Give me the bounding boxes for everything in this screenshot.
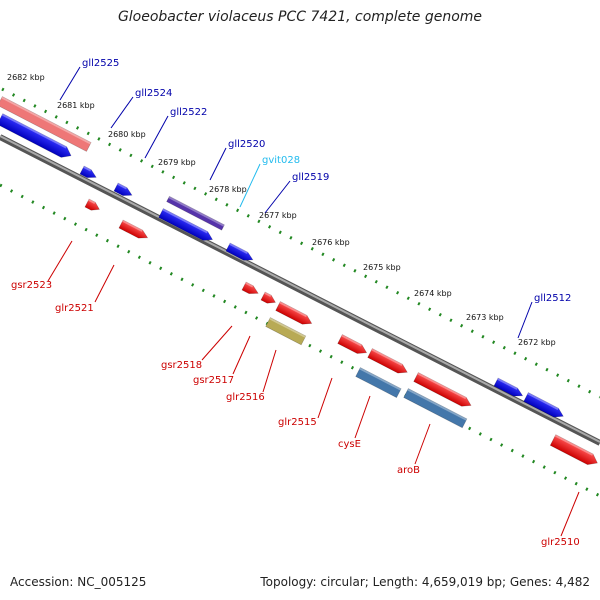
- label-leader-line: [517, 301, 533, 339]
- genome-summary-text: Topology: circular; Length: 4,659,019 bp…: [260, 575, 590, 589]
- gene-label-glr2510[interactable]: glr2510: [541, 537, 580, 548]
- label-leader-line: [110, 96, 134, 129]
- label-leader-line: [47, 240, 73, 282]
- gene-label-glr2516[interactable]: glr2516: [226, 392, 265, 403]
- label-leader-line: [201, 325, 233, 361]
- scale-tick-label: 2681 kbp: [57, 101, 95, 110]
- gene-label-cysE[interactable]: cysE: [338, 439, 361, 450]
- gene-glr2513-bar[interactable]: [403, 388, 468, 429]
- gene-gll2518-arrow[interactable]: [225, 242, 255, 264]
- gene-gsr2518-arrow[interactable]: [241, 281, 260, 297]
- label-leader-line: [94, 264, 115, 303]
- scale-tick-label: 2672 kbp: [518, 338, 556, 347]
- gene-gll2512-arrow[interactable]: [493, 377, 525, 400]
- gene-aroB-arrow[interactable]: [367, 348, 410, 377]
- gene-label-glr2521[interactable]: glr2521: [55, 303, 94, 314]
- gene-gll2522-arrow[interactable]: [79, 165, 98, 181]
- gene-gll2520-bar[interactable]: [166, 195, 225, 231]
- label-leader-line: [209, 147, 227, 181]
- label-leader-line: [264, 180, 291, 214]
- gene-label-gsr2523[interactable]: gsr2523: [11, 280, 52, 291]
- gene-label-gvit028[interactable]: gvit028: [262, 155, 300, 166]
- gene-glr2516-arrow[interactable]: [275, 301, 314, 328]
- gene-label-gsr2518[interactable]: gsr2518: [161, 360, 202, 371]
- gene-label-gll2522[interactable]: gll2522: [170, 107, 207, 118]
- gene-label-gll2520[interactable]: gll2520: [228, 139, 265, 150]
- scale-tick-label: 2678 kbp: [209, 185, 247, 194]
- gene-aroB-bar[interactable]: [355, 367, 402, 398]
- label-leader-line: [144, 115, 169, 159]
- gene-label-gsr2517[interactable]: gsr2517: [193, 375, 234, 386]
- gene-glr2510-arrow[interactable]: [549, 434, 600, 469]
- upper-scale-line: [1, 87, 600, 399]
- gene-gll2524-arrow[interactable]: [0, 113, 74, 161]
- label-leader-line: [414, 423, 431, 465]
- gene-label-aroB[interactable]: aroB: [397, 465, 420, 476]
- gene-glr2515-bar[interactable]: [265, 317, 307, 346]
- scale-tick-label: 2674 kbp: [414, 289, 452, 298]
- scale-tick-label: 2675 kbp: [363, 263, 401, 272]
- gene-label-gll2512[interactable]: gll2512: [534, 293, 571, 304]
- gene-gsr2517-arrow[interactable]: [260, 291, 278, 306]
- gene-gll2511-arrow[interactable]: [523, 392, 566, 421]
- page-title: Gloeobacter violaceus PCC 7421, complete…: [117, 9, 483, 25]
- gene-label-gll2525[interactable]: gll2525: [82, 58, 119, 69]
- label-leader-line: [239, 163, 261, 208]
- scale-tick-label: 2682 kbp: [7, 73, 45, 82]
- gene-label-gll2519[interactable]: gll2519: [292, 172, 329, 183]
- gene-glr2521-arrow[interactable]: [118, 219, 150, 242]
- gene-gll2521-arrow[interactable]: [113, 182, 134, 199]
- scale-tick-label: 2676 kbp: [312, 238, 350, 247]
- label-leader-line: [317, 377, 333, 419]
- label-leader-line: [232, 335, 251, 375]
- scale-tick-label: 2677 kbp: [259, 211, 297, 220]
- gene-gll2525-bar[interactable]: [0, 96, 92, 152]
- gene-label-glr2515[interactable]: glr2515: [278, 417, 317, 428]
- gene-cysE-arrow[interactable]: [337, 334, 369, 358]
- label-leader-line: [560, 491, 580, 537]
- genome-backbone-highlight: [0, 135, 600, 443]
- scale-tick-label: 2673 kbp: [466, 313, 504, 322]
- label-leader-line: [262, 349, 277, 393]
- scale-tick-label: 2679 kbp: [158, 158, 196, 167]
- gene-gsr2523-arrow[interactable]: [84, 198, 102, 213]
- label-leader-line: [354, 395, 371, 439]
- gene-label-gll2524[interactable]: gll2524: [135, 88, 172, 99]
- label-leader-line: [59, 66, 81, 101]
- accession-text: Accession: NC_005125: [10, 575, 147, 589]
- scale-tick-label: 2680 kbp: [108, 130, 146, 139]
- gene-glr2513-arrow[interactable]: [413, 372, 474, 410]
- gene-gll2519-arrow[interactable]: [158, 208, 215, 245]
